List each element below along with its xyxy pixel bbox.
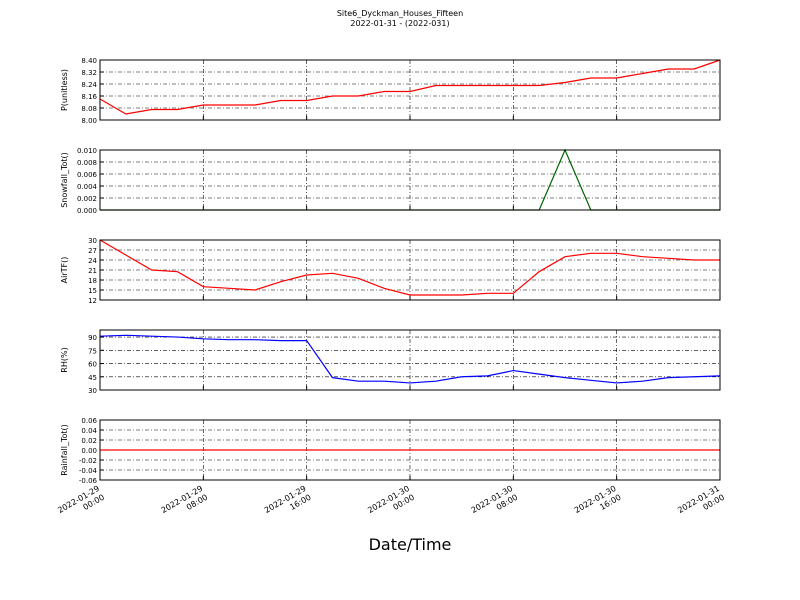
y-tick-label: 45 bbox=[88, 374, 97, 382]
y-tick-label: 30 bbox=[88, 237, 97, 245]
y-tick-label: 8.00 bbox=[81, 117, 97, 125]
plot-frame bbox=[99, 59, 721, 121]
y-tick-label: 8.24 bbox=[81, 81, 97, 89]
y-tick-label: 15 bbox=[88, 287, 97, 295]
y-tick-label: 0.04 bbox=[81, 427, 97, 435]
y-tick-label: 0.02 bbox=[81, 437, 97, 445]
y-axis-label: P(unitless) bbox=[60, 69, 69, 111]
plot-frame bbox=[99, 419, 721, 481]
plot-frame bbox=[99, 149, 721, 211]
y-tick-label: 0.004 bbox=[77, 183, 98, 191]
y-tick-label: 18 bbox=[88, 277, 97, 285]
y-tick-label: 8.40 bbox=[81, 57, 97, 65]
plot-frame bbox=[99, 329, 721, 391]
y-tick-label: 90 bbox=[88, 334, 97, 342]
y-tick-label: 0.010 bbox=[77, 147, 97, 155]
figure-title: Site6_Dyckman_Houses_Fifteen bbox=[337, 9, 463, 18]
y-tick-label: 30 bbox=[88, 387, 97, 395]
y-axis-label: AirTF() bbox=[60, 257, 69, 284]
y-tick-label: -0.02 bbox=[79, 457, 97, 465]
data-line bbox=[99, 59, 721, 115]
y-tick-label: 24 bbox=[88, 257, 97, 265]
y-tick-label: 0.00 bbox=[81, 447, 97, 455]
x-axis-label: Date/Time bbox=[369, 535, 452, 554]
y-tick-label: -0.04 bbox=[79, 467, 98, 475]
y-tick-label: 60 bbox=[88, 361, 97, 369]
y-axis-label: RH(%) bbox=[60, 347, 69, 372]
y-tick-label: 12 bbox=[88, 297, 97, 305]
y-tick-label: 0.006 bbox=[77, 171, 98, 179]
y-tick-label: 27 bbox=[88, 247, 97, 255]
y-tick-label: -0.06 bbox=[79, 477, 98, 485]
y-tick-label: 8.32 bbox=[81, 69, 97, 77]
y-tick-label: 0.002 bbox=[77, 195, 97, 203]
y-tick-label: 8.08 bbox=[81, 105, 97, 113]
y-axis-label: Snowfall_Tot() bbox=[60, 152, 69, 208]
y-tick-label: 21 bbox=[88, 267, 97, 275]
figure-subtitle: 2022-01-31 - (2022-031) bbox=[350, 19, 449, 28]
data-line bbox=[99, 334, 721, 384]
y-tick-label: 8.16 bbox=[81, 93, 97, 101]
y-tick-label: 75 bbox=[88, 347, 97, 355]
y-tick-label: 0.008 bbox=[77, 159, 97, 167]
y-tick-label: 0.000 bbox=[77, 207, 97, 215]
plot-frame bbox=[99, 239, 721, 301]
y-tick-label: 0.06 bbox=[81, 417, 97, 425]
y-axis-label: Rainfall_Tot() bbox=[60, 424, 69, 476]
data-line bbox=[99, 239, 720, 296]
